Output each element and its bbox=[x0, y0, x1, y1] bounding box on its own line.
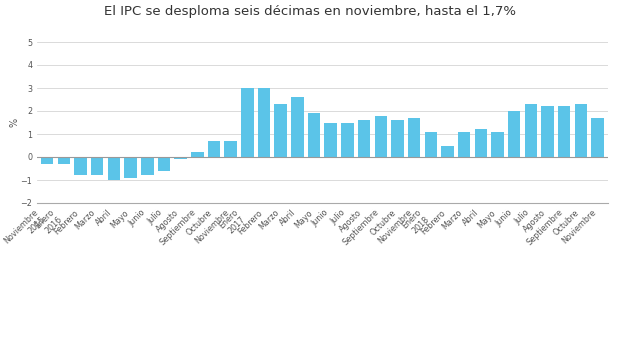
Bar bbox=[508, 111, 520, 157]
Bar bbox=[358, 120, 370, 157]
Bar bbox=[391, 120, 404, 157]
Bar bbox=[91, 157, 104, 175]
Bar bbox=[458, 132, 471, 157]
Bar bbox=[575, 104, 587, 157]
Bar bbox=[408, 118, 420, 157]
Bar bbox=[125, 157, 137, 178]
Bar bbox=[74, 157, 87, 175]
Bar bbox=[208, 141, 220, 157]
Bar bbox=[41, 157, 53, 164]
Bar bbox=[374, 116, 387, 157]
Bar bbox=[558, 106, 570, 157]
Bar bbox=[241, 88, 254, 157]
Bar bbox=[308, 113, 321, 157]
Text: El IPC se desploma seis décimas en noviembre, hasta el 1,7%: El IPC se desploma seis décimas en novie… bbox=[104, 5, 516, 18]
Bar bbox=[157, 157, 170, 171]
Bar bbox=[591, 118, 604, 157]
Bar bbox=[108, 157, 120, 180]
Bar bbox=[224, 141, 237, 157]
Bar bbox=[441, 146, 454, 157]
Bar bbox=[525, 104, 537, 157]
Bar bbox=[258, 88, 270, 157]
Bar bbox=[425, 132, 437, 157]
Bar bbox=[141, 157, 154, 175]
Bar bbox=[491, 132, 504, 157]
Bar bbox=[58, 157, 70, 164]
Bar bbox=[324, 122, 337, 157]
Bar bbox=[541, 106, 554, 157]
Bar bbox=[291, 97, 304, 157]
Bar bbox=[474, 130, 487, 157]
Bar bbox=[275, 104, 287, 157]
Y-axis label: %: % bbox=[9, 118, 19, 127]
Bar bbox=[174, 157, 187, 159]
Bar bbox=[191, 152, 203, 157]
Bar bbox=[341, 122, 353, 157]
